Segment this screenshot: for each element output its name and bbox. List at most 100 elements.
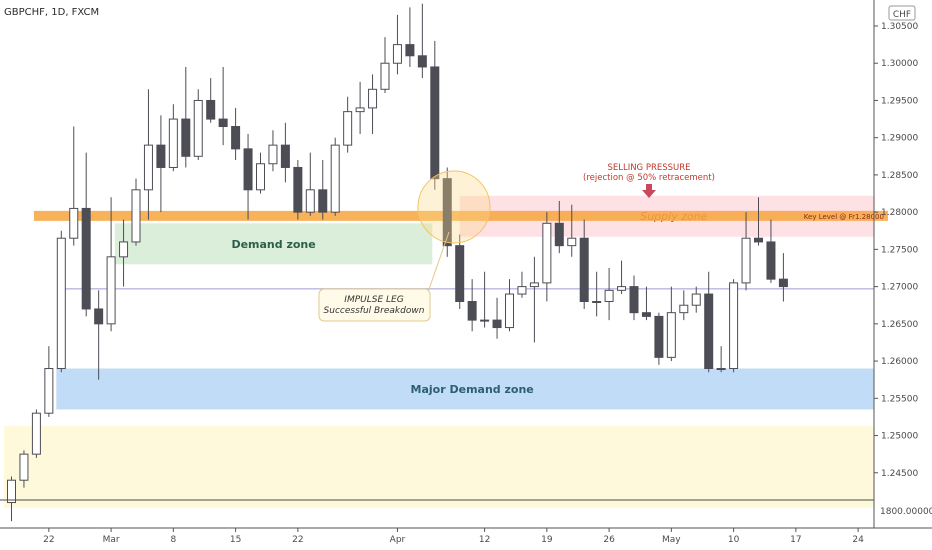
x-tick-label: 15 — [230, 535, 241, 545]
x-tick-label: 19 — [541, 535, 553, 545]
candle-body-down — [766, 241, 776, 280]
candle — [641, 286, 651, 321]
candle — [168, 104, 178, 172]
demand-zone — [114, 223, 433, 265]
x-tick-label: 22 — [43, 535, 54, 545]
y-tick-label: 1.30000 — [881, 59, 918, 69]
candle-body-down — [629, 286, 639, 314]
candle — [417, 3, 427, 79]
candle-body-up — [517, 286, 527, 295]
x-tick-label: 22 — [292, 535, 303, 545]
candle-body-up — [168, 118, 178, 168]
x-tick-label: May — [662, 535, 681, 545]
candle — [231, 107, 241, 161]
candle-body-down — [318, 189, 328, 213]
candle-body-up — [268, 144, 278, 165]
y-tick-label: 1.29000 — [881, 134, 918, 144]
candle-body-up — [480, 319, 490, 322]
bottom-yellow-zone — [4, 425, 874, 508]
down-arrow-icon — [642, 184, 656, 198]
candle — [542, 212, 552, 302]
candle-body-up — [31, 412, 41, 455]
candle — [119, 219, 129, 287]
candle — [691, 286, 701, 313]
candle-body-up — [380, 62, 390, 90]
candle — [592, 271, 602, 317]
candle — [679, 290, 689, 321]
candle-body-up — [729, 282, 739, 370]
candle — [69, 126, 79, 246]
impulse-callout-box — [318, 288, 431, 322]
candle — [206, 78, 216, 123]
candle — [218, 66, 228, 146]
candle-body-down — [455, 245, 465, 303]
candle — [31, 409, 41, 458]
candle — [704, 271, 714, 373]
x-tick-label: Apr — [390, 535, 406, 545]
candle-body-down — [754, 237, 763, 243]
candle-body-down — [81, 207, 91, 310]
y-tick-label: 1.25000 — [881, 432, 918, 442]
candle-body-down — [405, 44, 415, 57]
currency-badge: CHF — [888, 5, 916, 21]
candle — [81, 152, 91, 317]
candle-body-up — [666, 312, 676, 358]
impulse-subtitle: Successful Breakdown — [324, 306, 425, 316]
y-tick-label: 1.25500 — [881, 394, 918, 404]
x-tick-label: 8 — [170, 535, 176, 545]
candle — [181, 66, 191, 168]
breakdown-highlight-circle — [417, 170, 491, 244]
demand-zone-label: Demand zone — [231, 238, 315, 251]
candle-body-up — [368, 88, 378, 109]
key-level-label: Key Level @ Fr1.28000 — [804, 213, 884, 221]
candle-body-up — [330, 144, 340, 213]
candle-body-down — [654, 315, 664, 358]
candle-body-up — [355, 107, 365, 113]
candle — [741, 212, 751, 291]
candle-body-up — [106, 256, 116, 325]
candle — [480, 271, 490, 328]
candle-body-up — [131, 189, 141, 243]
candle — [754, 197, 763, 246]
candle — [579, 219, 589, 309]
candle-body-up — [343, 111, 353, 146]
candle — [156, 115, 166, 213]
candle — [268, 130, 278, 172]
currency-label: CHF — [893, 10, 911, 20]
candle-body-up — [604, 289, 614, 303]
x-tick-labels: 22 Mar 8 15 22 Apr 12 19 26 May 10 17 24 — [43, 528, 864, 545]
candle-body-down — [641, 312, 651, 317]
candle-body-down — [442, 178, 452, 247]
candle — [94, 290, 104, 380]
candle — [604, 267, 614, 321]
candle — [778, 253, 788, 302]
candle-body-up — [392, 44, 402, 64]
selling-pressure-title: SELLING PRESSURE — [607, 163, 690, 173]
candle-body-down — [94, 308, 104, 325]
y-tick-label: 1.27500 — [881, 245, 918, 255]
candle — [193, 89, 203, 161]
candle — [467, 279, 477, 332]
candle — [505, 279, 514, 332]
candle-body-up — [44, 368, 54, 414]
candle — [554, 200, 564, 254]
y-tick-label: 1.29500 — [881, 96, 918, 106]
candle — [617, 260, 627, 295]
y-tick-label: 1.26500 — [881, 320, 918, 330]
candle — [131, 178, 141, 246]
candle-body-down — [218, 118, 228, 128]
bottom-axis-value: 1800.00000 — [880, 507, 932, 517]
major-demand-zone — [56, 368, 874, 410]
candle — [517, 271, 527, 298]
selling-pressure-subtitle: (rejection @ 50% retracement) — [583, 173, 715, 183]
candle-body-down — [206, 99, 216, 120]
candles-layer — [7, 3, 788, 522]
candle-body-up — [19, 453, 29, 481]
candle — [330, 137, 340, 216]
candle-body-up — [143, 144, 153, 191]
candle — [629, 275, 639, 321]
candle — [492, 297, 502, 339]
candle-body-down — [778, 278, 788, 288]
